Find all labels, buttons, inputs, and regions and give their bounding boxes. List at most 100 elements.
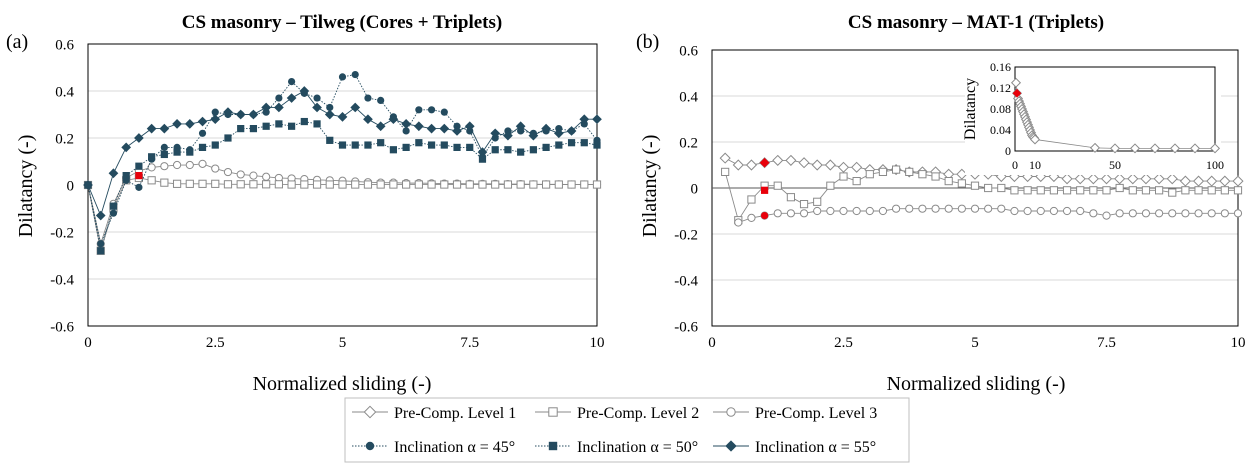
panel-a-data-point	[249, 171, 258, 180]
inset-ytick-label: 0.16	[990, 60, 1011, 74]
panel-a-data-point	[402, 180, 411, 189]
panel-a-data-point	[210, 114, 221, 125]
panel-b-ylabel: Dilatancy (-)	[639, 135, 661, 238]
panel-b-series-1	[721, 165, 1243, 225]
panel-b-data-point	[1155, 186, 1164, 195]
panel-a-xtick-label: 10	[590, 335, 605, 351]
panel-b-data-point	[786, 193, 795, 202]
panel-a-data-point	[135, 172, 143, 180]
panel-a-data-point	[541, 123, 551, 134]
panel-a-data-point	[337, 111, 348, 122]
panel-a-data-point	[275, 120, 283, 128]
panel-a-data-point	[300, 117, 308, 126]
panel-a-data-point	[198, 179, 207, 188]
panel-b-data-point	[1102, 186, 1111, 195]
legend-swatch-marker	[725, 440, 737, 452]
panel-a-data-point	[108, 168, 119, 179]
panel-a-data-point	[491, 180, 500, 189]
panel-a-data-point	[223, 180, 233, 189]
panel-b-data-point	[1141, 209, 1151, 218]
panel-b-ytick-label: 0	[691, 181, 699, 197]
panel-a-data-point	[364, 94, 372, 102]
panel-b-data-point	[957, 179, 966, 188]
panel-a-data-point	[517, 148, 525, 156]
panel-a-data-point	[134, 133, 144, 143]
panel-a-data-point	[299, 86, 310, 96]
panel-a-series-line	[87, 177, 597, 251]
panel-a-data-point	[338, 180, 347, 189]
panel-a-data-point	[554, 180, 563, 189]
panel-a-data-point	[312, 180, 322, 189]
panel-b-data-point	[813, 197, 822, 206]
panel-b-data-point	[1036, 186, 1045, 195]
panel-a-data-point	[248, 109, 259, 120]
panel-a-ytick-label: 0.4	[55, 84, 74, 100]
panel-a-data-point	[261, 102, 272, 113]
panel-a-data-point	[135, 183, 143, 191]
panel-a-data-point	[185, 179, 194, 188]
panel-b-ytick-label: -0.4	[674, 273, 698, 289]
panel-b-data-point	[826, 206, 835, 216]
panel-a-data-point	[198, 129, 207, 137]
panel-b-data-point	[1061, 173, 1073, 185]
legend-box	[344, 397, 910, 463]
panel-a-data-point	[109, 209, 118, 217]
inset-data-point	[1089, 142, 1101, 153]
panel-a-series-4	[83, 86, 602, 221]
panel-a-data-point	[592, 114, 602, 125]
panel-b-data-point	[1023, 186, 1032, 195]
panel-a-data-point	[377, 96, 385, 104]
inset-ytick-label: 0	[1005, 144, 1011, 158]
panel-b-data-point	[1127, 173, 1139, 185]
panel-a-data-point	[593, 141, 601, 149]
panel-b-data-point	[1076, 186, 1085, 195]
panel-b-data-point	[1141, 186, 1151, 195]
inset-series-0	[1010, 77, 1221, 154]
panel-b-data-point	[944, 204, 953, 213]
panel-b-data-point	[1194, 209, 1203, 218]
panel-b-data-point	[721, 167, 730, 177]
panel-a-data-point	[326, 103, 334, 112]
panel-a-ytick-label: -0.2	[50, 225, 74, 241]
panel-a-data-point	[464, 121, 475, 132]
inset-ylabel: Dilatancy	[962, 78, 979, 140]
panel-a-series-3	[84, 117, 601, 255]
inset-xtick-label: 10	[1029, 158, 1041, 172]
panel-a-data-point	[121, 142, 132, 153]
panel-a-data-point	[427, 180, 436, 189]
inset-data-point	[1129, 143, 1141, 154]
panel-a-data-point	[274, 180, 283, 189]
panel-b-data-point	[747, 195, 756, 204]
panel-a-plot: -0.6 -0.4 -0.2 0 0.2 0.4 0.6 0 2.5 5 7.5 10	[50, 37, 604, 351]
panel-a-data-point	[439, 123, 450, 134]
panel-a-data-point	[235, 109, 246, 120]
panel-a-data-point	[515, 121, 526, 132]
inset-data-point	[1029, 134, 1041, 145]
panel-a-data-point	[325, 180, 334, 189]
panel-b-data-point	[773, 209, 782, 218]
panel-b-data-point	[984, 204, 993, 213]
panel-b-data-point	[1220, 209, 1229, 218]
panel-b-data-point	[732, 159, 744, 171]
panel-b-data-point	[785, 154, 797, 166]
panel-a-data-point	[415, 106, 423, 114]
panel-b-title: CS masonry – MAT-1 (Triplets)	[848, 12, 1104, 33]
panel-a-data-point	[542, 180, 551, 189]
panel-a-data-point	[184, 119, 195, 129]
inset-ytick-label: 0.04	[990, 123, 1011, 137]
panel-b-xtick-label: 5	[971, 335, 979, 351]
panel-b-data-point	[878, 167, 888, 177]
panel-a-data-point	[402, 143, 410, 151]
panel-a-series-line	[87, 74, 598, 246]
panel-b-data-point	[1074, 173, 1086, 185]
panel-b-ytick-label: 0.4	[679, 89, 698, 105]
chart-panel-a: (a) CS masonry – Tilweg (Cores + Triplet…	[6, 12, 605, 395]
panel-a-data-point	[567, 180, 576, 189]
panel-b-data-point	[905, 167, 914, 177]
panel-a-data-point	[160, 143, 168, 151]
panel-a-data-point	[160, 162, 169, 171]
inset-plot: 0 0.04 0.08 0.12 0.16 0 10 50 100	[990, 60, 1224, 172]
panel-a-xtick-label: 2.5	[206, 335, 225, 351]
